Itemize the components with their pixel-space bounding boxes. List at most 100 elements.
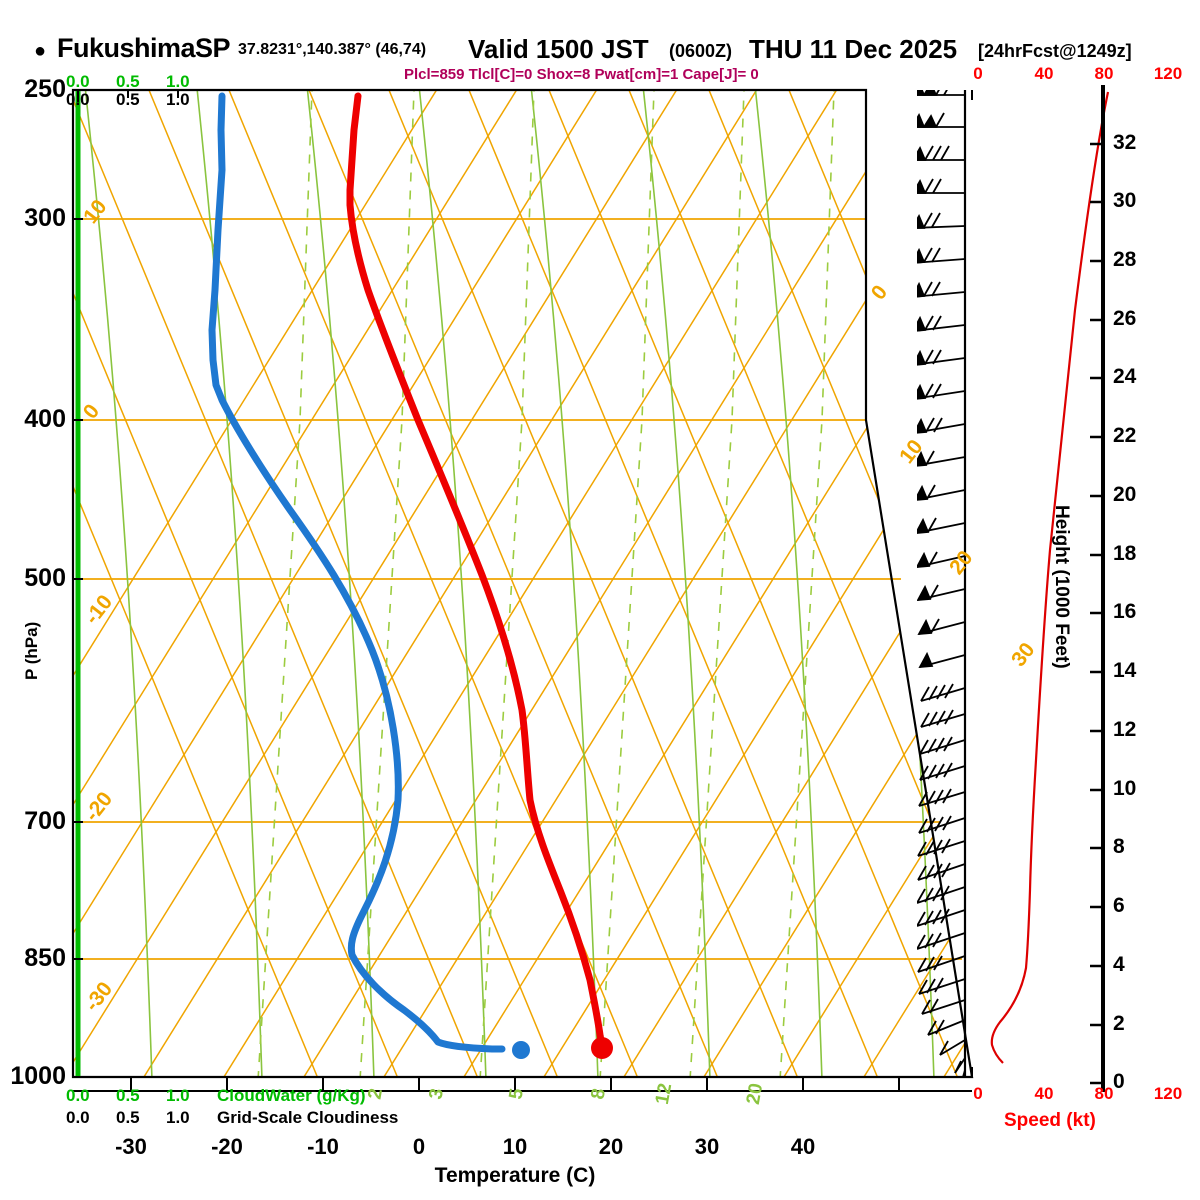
speed-tick-top: 120 [1153, 64, 1183, 83]
height-tick: 30 [1113, 189, 1137, 212]
wind-barb [917, 383, 966, 400]
height-tick: 20 [1113, 483, 1137, 506]
isotherm-adiabat-grid [73, 90, 972, 1077]
temperature-tick: 20 [598, 1134, 624, 1159]
dry-adiabat-lines [73, 90, 972, 1077]
height-tick: 10 [1113, 777, 1137, 800]
cloudwater-tick-bottom: 0.5 [116, 1086, 140, 1105]
cloudwater-tick-bottom: 1.0 [166, 1086, 190, 1105]
surface-dewpoint-marker [512, 1041, 530, 1059]
wind-barb [917, 517, 966, 534]
speed-tick-top: 40 [1034, 64, 1054, 83]
wind-barb [921, 998, 966, 1015]
valid-time: Valid 1500 JST [468, 34, 649, 64]
height-tick: 26 [1113, 307, 1137, 330]
height-tick: 14 [1113, 659, 1137, 682]
wind-barb [917, 618, 966, 636]
wind-barb [917, 247, 966, 264]
height-tick: 22 [1113, 424, 1137, 447]
station-coordinates: 37.8231°,140.387° (46,74) [238, 41, 427, 58]
wind-barb [917, 417, 966, 434]
temperature-tick: -10 [307, 1134, 339, 1159]
cloudwater-tick-top: 0.5 [116, 72, 140, 91]
wind-barb [917, 178, 965, 194]
pressure-label: 250 [24, 75, 66, 103]
speed-tick-bottom: 80 [1094, 1084, 1114, 1103]
temperature-tick: 10 [502, 1134, 528, 1159]
wind-barb [917, 551, 966, 568]
wind-barb [919, 762, 966, 781]
height-tick: 12 [1113, 718, 1137, 741]
surface-temperature-marker [591, 1037, 613, 1059]
wind-barb [918, 788, 966, 807]
cloudiness-tick-top: 1.0 [166, 90, 190, 109]
wind-barb [917, 885, 966, 904]
height-tick: 24 [1113, 365, 1137, 388]
height-tick: 28 [1113, 248, 1137, 271]
cloudwater-tick-top: 1.0 [166, 72, 190, 91]
cloudwater-tick-bottom: 0.0 [66, 1086, 90, 1105]
pressure-tick-marks [73, 89, 83, 1078]
wind-barb [917, 212, 966, 229]
top-scale-ticks [77, 90, 179, 102]
cloudiness-tick-bottom: 0.0 [66, 1108, 90, 1127]
wind-barb [917, 112, 965, 128]
wind-barb [917, 484, 966, 501]
speed-tick-bottom: 120 [1153, 1084, 1183, 1103]
speed-tick-bottom: 40 [1034, 1084, 1054, 1103]
wind-speed-curve [990, 91, 1110, 1064]
wind-barb [917, 838, 966, 857]
wind-barb [918, 977, 966, 995]
wind-barb [918, 815, 966, 834]
temperature-curve [346, 92, 607, 1054]
valid-time-zulu: (0600Z) [669, 41, 733, 61]
mixing-ratio-label: 12 [651, 1081, 677, 1107]
cloudwater-tick-top: 0.0 [66, 72, 90, 91]
pressure-axis-title: P (hPa) [22, 621, 41, 680]
wind-barb [927, 1019, 966, 1036]
height-tick: 0 [1113, 1070, 1125, 1093]
pressure-label: 850 [24, 944, 66, 972]
wind-barb [962, 1069, 966, 1077]
wind-barb [919, 736, 966, 755]
dewpoint-curve [208, 92, 506, 1053]
height-tick: 2 [1113, 1012, 1125, 1035]
cloudiness-tick-bottom: 1.0 [166, 1108, 190, 1127]
temperature-axis-title: Temperature (C) [434, 1164, 596, 1187]
pressure-label: 400 [24, 405, 66, 433]
wind-barb [917, 349, 966, 366]
pressure-label: 1000 [10, 1062, 66, 1090]
wind-barb [920, 709, 966, 728]
height-tick: 4 [1113, 953, 1125, 976]
wind-barb [917, 90, 965, 96]
station-name: FukushimaSP [57, 33, 231, 63]
wind-barb [917, 315, 966, 332]
wind-barb [917, 145, 965, 161]
forecast-stamp: [24hrFcst@1249z] [978, 41, 1132, 61]
height-tick: 8 [1113, 835, 1125, 858]
speed-axis-title: Speed (kt) [1004, 1110, 1096, 1131]
mixing-ratio-label: 20 [742, 1081, 768, 1107]
wind-barb [917, 908, 966, 927]
valid-date: THU 11 Dec 2025 [749, 34, 958, 64]
temperature-tick: 0 [412, 1134, 426, 1159]
plot-frame [71, 88, 974, 1079]
header-bullet-icon: ● [34, 40, 47, 62]
cloudwater-axis-title: CloudWater (g/Kg) [217, 1086, 366, 1105]
cloudiness-tick-top: 0.5 [116, 90, 140, 109]
pressure-label: 300 [24, 204, 66, 232]
speed-tick-top: 80 [1094, 64, 1114, 83]
height-tick: 18 [1113, 542, 1137, 565]
speed-tick-top: 0 [973, 64, 983, 83]
sounding-parameters: Plcl=859 Tlcl[C]=0 Shox=8 Pwat[cm]=1 Cap… [404, 66, 759, 83]
wind-barbs [917, 90, 966, 1077]
height-tick: 16 [1113, 600, 1137, 623]
mixing-ratio-lines [257, 90, 835, 1077]
height-tick: 32 [1113, 131, 1137, 154]
wind-barb [917, 932, 966, 950]
wind-barb [917, 281, 966, 298]
wind-barb [917, 862, 966, 881]
temperature-tick: -20 [211, 1134, 243, 1159]
wind-barb [920, 683, 966, 702]
